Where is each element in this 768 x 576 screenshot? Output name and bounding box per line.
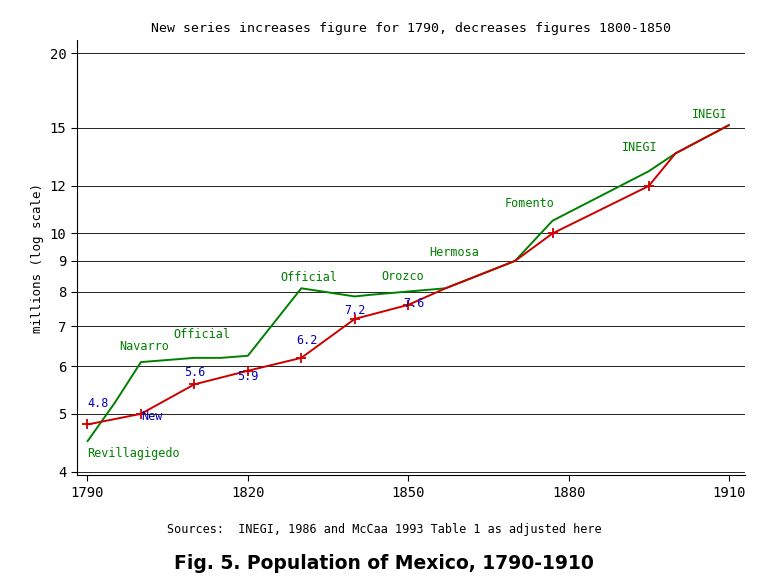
Text: 7.6: 7.6 [403, 297, 424, 310]
Text: Official: Official [173, 328, 230, 341]
Text: Fig. 5. Population of Mexico, 1790-1910: Fig. 5. Population of Mexico, 1790-1910 [174, 554, 594, 573]
Text: INEGI: INEGI [622, 141, 657, 154]
Title: New series increases figure for 1790, decreases figures 1800-1850: New series increases figure for 1790, de… [151, 22, 671, 35]
Text: 5.9: 5.9 [237, 370, 259, 384]
Text: Navarro: Navarro [120, 340, 170, 353]
Text: New: New [141, 410, 162, 423]
Text: Hermosa: Hermosa [429, 247, 479, 259]
Y-axis label: millions (log scale): millions (log scale) [31, 183, 44, 333]
Text: Sources:  INEGI, 1986 and McCaa 1993 Table 1 as adjusted here: Sources: INEGI, 1986 and McCaa 1993 Tabl… [167, 523, 601, 536]
Text: Revillagigedo: Revillagigedo [88, 448, 180, 460]
Text: 4.8: 4.8 [88, 397, 109, 410]
Text: INEGI: INEGI [691, 108, 727, 121]
Text: 5.6: 5.6 [184, 366, 205, 379]
Text: 6.2: 6.2 [296, 334, 317, 347]
Text: Orozco: Orozco [382, 270, 424, 283]
Text: Fomento: Fomento [505, 197, 554, 210]
Text: Official: Official [280, 271, 337, 283]
Text: 7.2: 7.2 [344, 304, 366, 317]
